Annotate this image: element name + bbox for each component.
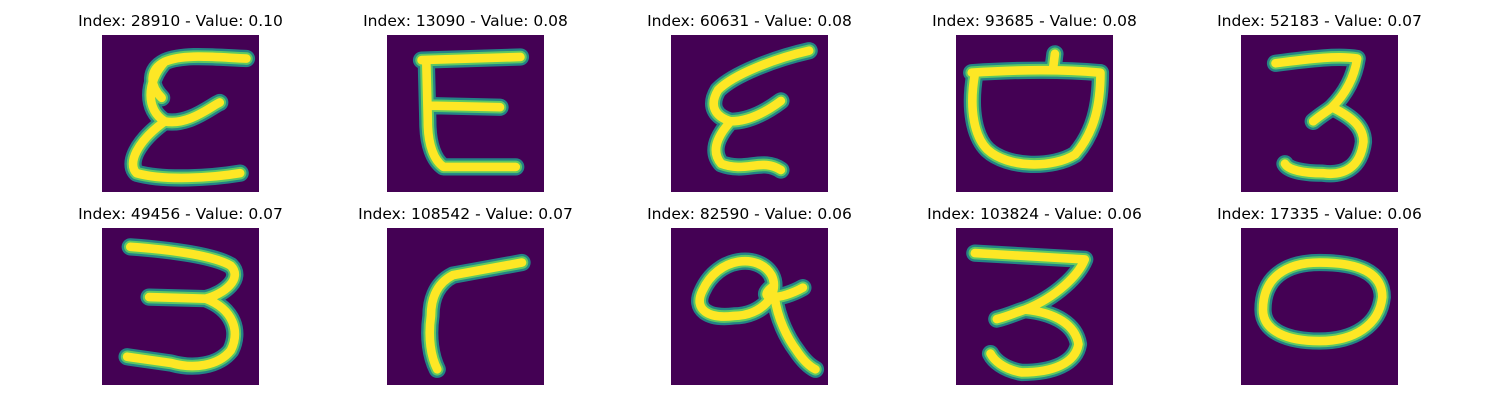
glyph-stroke-layer-2 — [695, 256, 820, 374]
glyph-stroke-layer-2 — [1258, 258, 1387, 346]
glyph-stroke-layer-2 — [425, 258, 527, 374]
digit-image — [671, 228, 828, 385]
digit-image — [387, 35, 544, 192]
panel-title: Index: 52183 - Value: 0.07 — [1217, 12, 1422, 30]
panel-title: Index: 49456 - Value: 0.07 — [78, 205, 283, 223]
glyph-stroke-layer-2 — [417, 52, 525, 172]
panel-title: Index: 103824 - Value: 0.06 — [927, 205, 1142, 223]
glyph-stroke-layer-2 — [709, 46, 814, 175]
digit-image — [956, 228, 1113, 385]
panel-title: Index: 28910 - Value: 0.10 — [78, 12, 283, 30]
glyph-stroke-layer-2 — [1271, 52, 1368, 179]
panel-title: Index: 17335 - Value: 0.06 — [1217, 205, 1422, 223]
panel-title: Index: 60631 - Value: 0.08 — [647, 12, 852, 30]
glyph-stroke-layer-2 — [122, 242, 240, 371]
glyph-stroke-layer-2 — [128, 52, 251, 183]
panel-title: Index: 82590 - Value: 0.06 — [647, 205, 852, 223]
panel-title: Index: 13090 - Value: 0.08 — [363, 12, 568, 30]
digit-image — [102, 228, 259, 385]
glyph-stroke-layer-2 — [970, 248, 1090, 377]
digit-image — [102, 35, 259, 192]
digit-image — [387, 228, 544, 385]
digit-image — [1241, 228, 1398, 385]
glyph-stroke-layer-2 — [967, 49, 1105, 169]
panel-title: Index: 93685 - Value: 0.08 — [932, 12, 1137, 30]
digit-image — [671, 35, 828, 192]
digit-image — [956, 35, 1113, 192]
digit-image — [1241, 35, 1398, 192]
panel-title: Index: 108542 - Value: 0.07 — [358, 205, 573, 223]
image-background — [387, 228, 544, 385]
